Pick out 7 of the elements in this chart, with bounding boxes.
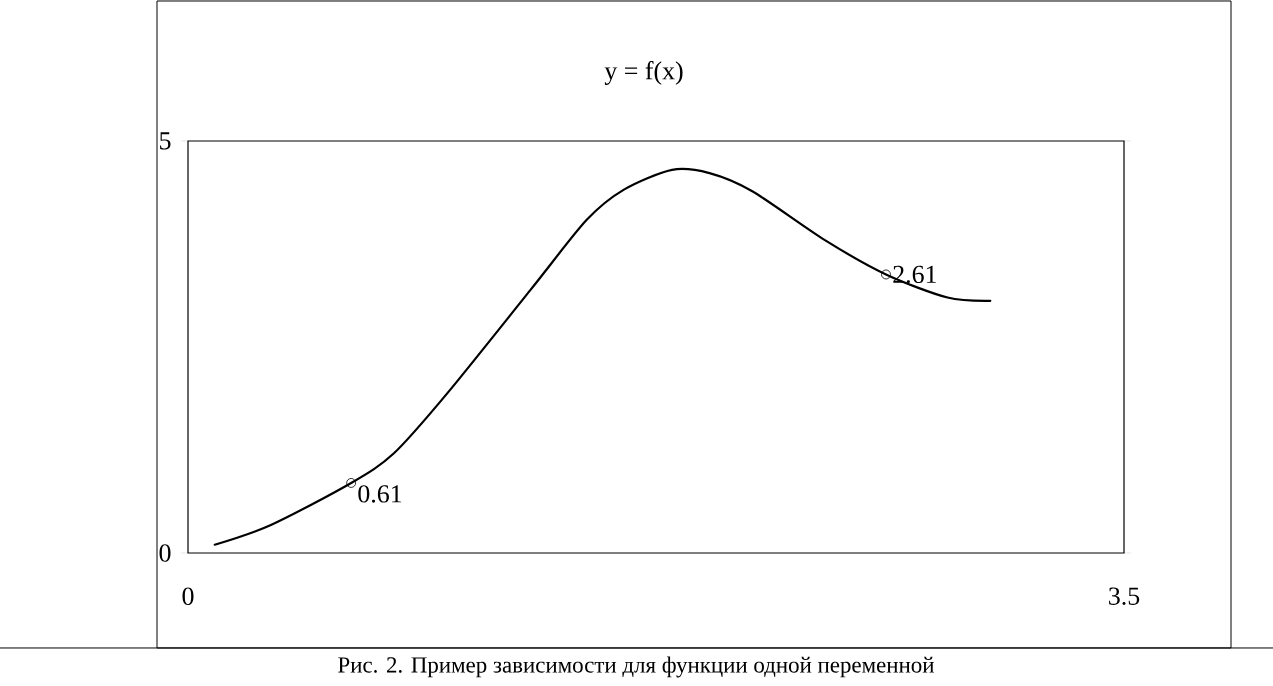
line-series (213, 167, 992, 546)
text: Рис. 2. Пример зависимости для функции одной переменной (338, 656, 934, 678)
x-tick-label: 3.5 (1109, 587, 1140, 606)
y-tick-label: 5 (160, 132, 171, 150)
annotation: 0.61 (358, 485, 402, 503)
chart-title: y = f(x) (604, 61, 683, 85)
annotation: 2.61 (893, 265, 936, 284)
